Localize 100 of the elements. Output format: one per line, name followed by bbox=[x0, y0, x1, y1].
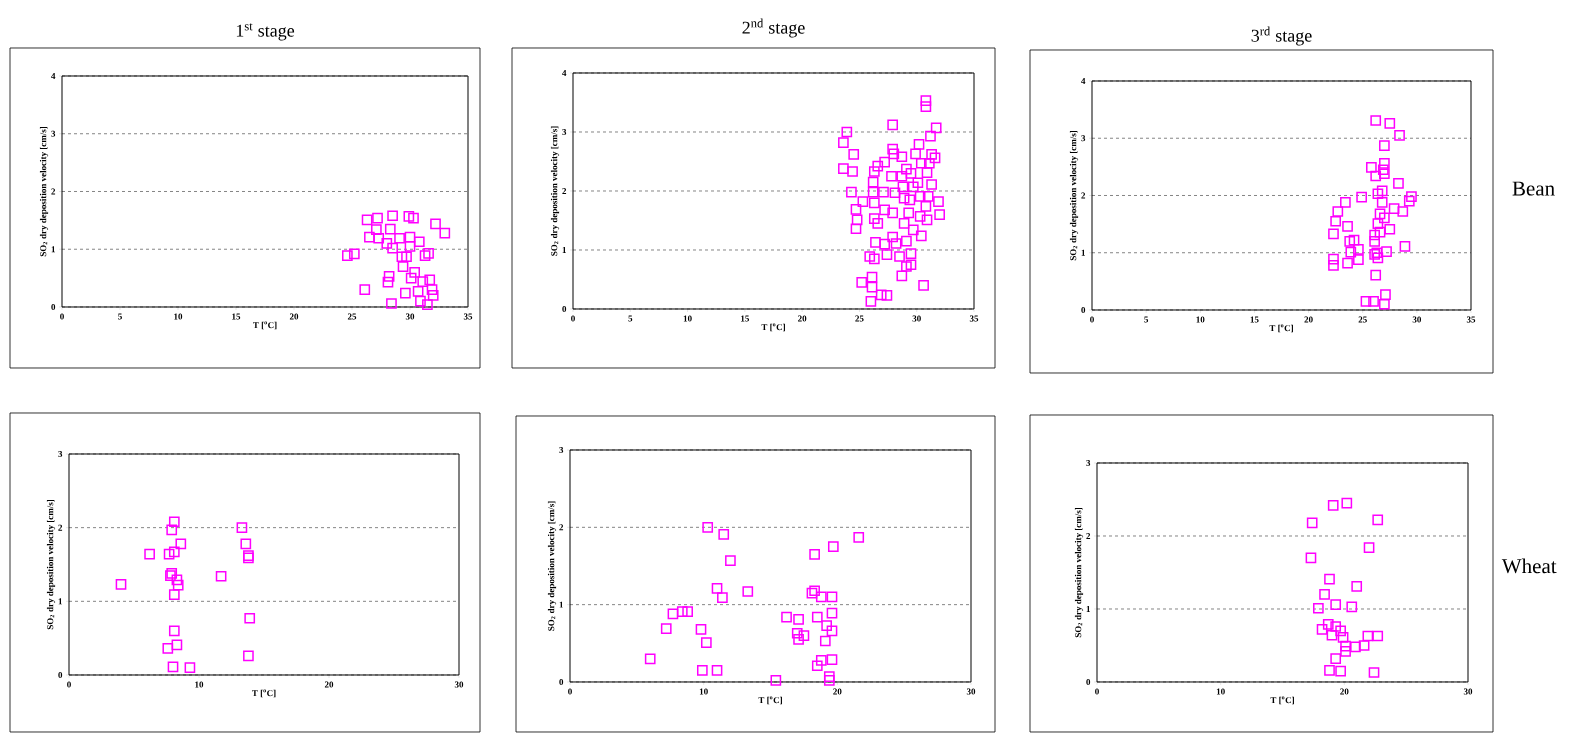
x-tick-label: 35 bbox=[463, 313, 473, 320]
point bbox=[383, 271, 395, 282]
y-axis-title: SO$_{2}$ dry deposition velocity [cm/s] bbox=[547, 501, 557, 631]
point bbox=[1340, 197, 1351, 208]
point bbox=[342, 250, 353, 261]
point bbox=[172, 579, 184, 591]
x-tick-label: 15 bbox=[741, 315, 750, 322]
point bbox=[1384, 223, 1396, 235]
chart-title: 1$^{st}$ stage bbox=[236, 23, 295, 41]
point bbox=[826, 591, 838, 603]
point bbox=[1370, 115, 1382, 126]
point bbox=[1319, 589, 1330, 600]
point bbox=[1306, 517, 1318, 529]
point bbox=[1330, 599, 1342, 610]
point bbox=[1393, 178, 1404, 189]
point bbox=[1313, 602, 1324, 614]
point bbox=[711, 583, 723, 594]
x-tick-label: 20 bbox=[798, 315, 807, 322]
x-tick-label: 20 bbox=[289, 313, 299, 320]
x-tick-label: 30 bbox=[1412, 316, 1422, 323]
point bbox=[819, 635, 831, 647]
point bbox=[826, 654, 838, 665]
point bbox=[1328, 228, 1339, 240]
x-axis-title: T [$^{o}$C] bbox=[758, 696, 782, 705]
point bbox=[717, 592, 728, 604]
x-tick-label: 20 bbox=[1304, 316, 1313, 323]
point bbox=[1388, 203, 1400, 215]
point bbox=[791, 627, 803, 639]
point bbox=[823, 671, 835, 682]
point bbox=[1366, 162, 1377, 173]
x-tick-label: 25 bbox=[855, 315, 864, 322]
point bbox=[243, 650, 254, 662]
point bbox=[1348, 234, 1360, 246]
point bbox=[387, 210, 398, 222]
point bbox=[168, 589, 180, 601]
point bbox=[403, 210, 415, 222]
point bbox=[397, 261, 409, 272]
point bbox=[1340, 645, 1351, 657]
point bbox=[361, 214, 373, 226]
point bbox=[1335, 625, 1346, 637]
point bbox=[1344, 235, 1356, 247]
point bbox=[1356, 191, 1367, 203]
point bbox=[1332, 206, 1344, 217]
point bbox=[215, 570, 227, 582]
y-tick-label: 2 bbox=[1086, 533, 1091, 539]
y-tick-label: 0 bbox=[58, 671, 63, 679]
point bbox=[144, 548, 155, 560]
y-axis-title: SO$_{2}$ dry deposition velocity [cm/s] bbox=[1069, 130, 1079, 261]
point bbox=[394, 232, 405, 244]
point bbox=[682, 606, 693, 617]
point bbox=[236, 522, 248, 533]
x-tick-label: 10 bbox=[1196, 316, 1205, 323]
point bbox=[823, 675, 835, 686]
point bbox=[644, 653, 656, 665]
chart-title: 3$^{rd}$ stage bbox=[1251, 26, 1312, 46]
point bbox=[423, 247, 434, 259]
x-tick-label: 25 bbox=[1358, 316, 1367, 323]
point bbox=[184, 662, 196, 673]
point bbox=[1335, 665, 1346, 677]
point bbox=[1330, 653, 1342, 664]
point bbox=[166, 524, 178, 536]
x-tick-label: 0 bbox=[571, 315, 575, 322]
point bbox=[811, 611, 823, 623]
point bbox=[853, 532, 865, 543]
point bbox=[725, 555, 736, 566]
point bbox=[702, 521, 714, 533]
point bbox=[809, 549, 820, 560]
x-tick-label: 0 bbox=[1095, 688, 1099, 695]
point bbox=[405, 272, 417, 284]
point bbox=[1372, 188, 1384, 200]
point bbox=[364, 231, 375, 243]
y-tick-label: 3 bbox=[1086, 459, 1091, 467]
text: Bean bbox=[1512, 181, 1555, 196]
y-tick-label: 3 bbox=[559, 446, 564, 454]
x-tick-label: 20 bbox=[1340, 688, 1349, 695]
x-tick-label: 10 bbox=[699, 688, 708, 695]
point bbox=[417, 276, 429, 287]
x-axis-title: T [$^{o}$C] bbox=[1269, 324, 1293, 333]
point bbox=[422, 299, 433, 311]
point bbox=[415, 295, 426, 307]
point bbox=[815, 591, 827, 603]
x-tick-label: 30 bbox=[1463, 688, 1473, 695]
x-tick-label: 30 bbox=[454, 681, 464, 688]
point bbox=[430, 218, 441, 230]
point bbox=[1406, 191, 1417, 202]
point bbox=[162, 643, 174, 654]
x-tick-label: 5 bbox=[628, 315, 633, 322]
y-tick-label: 3 bbox=[1081, 135, 1086, 142]
point bbox=[408, 212, 419, 224]
point bbox=[427, 290, 439, 301]
point bbox=[1360, 296, 1372, 307]
point bbox=[426, 284, 438, 296]
point bbox=[676, 606, 688, 617]
x-tick-label: 10 bbox=[174, 313, 183, 320]
point bbox=[348, 248, 360, 260]
point bbox=[793, 634, 804, 645]
point bbox=[1403, 195, 1415, 207]
point bbox=[1374, 208, 1386, 220]
point bbox=[167, 661, 179, 673]
point bbox=[175, 538, 187, 550]
